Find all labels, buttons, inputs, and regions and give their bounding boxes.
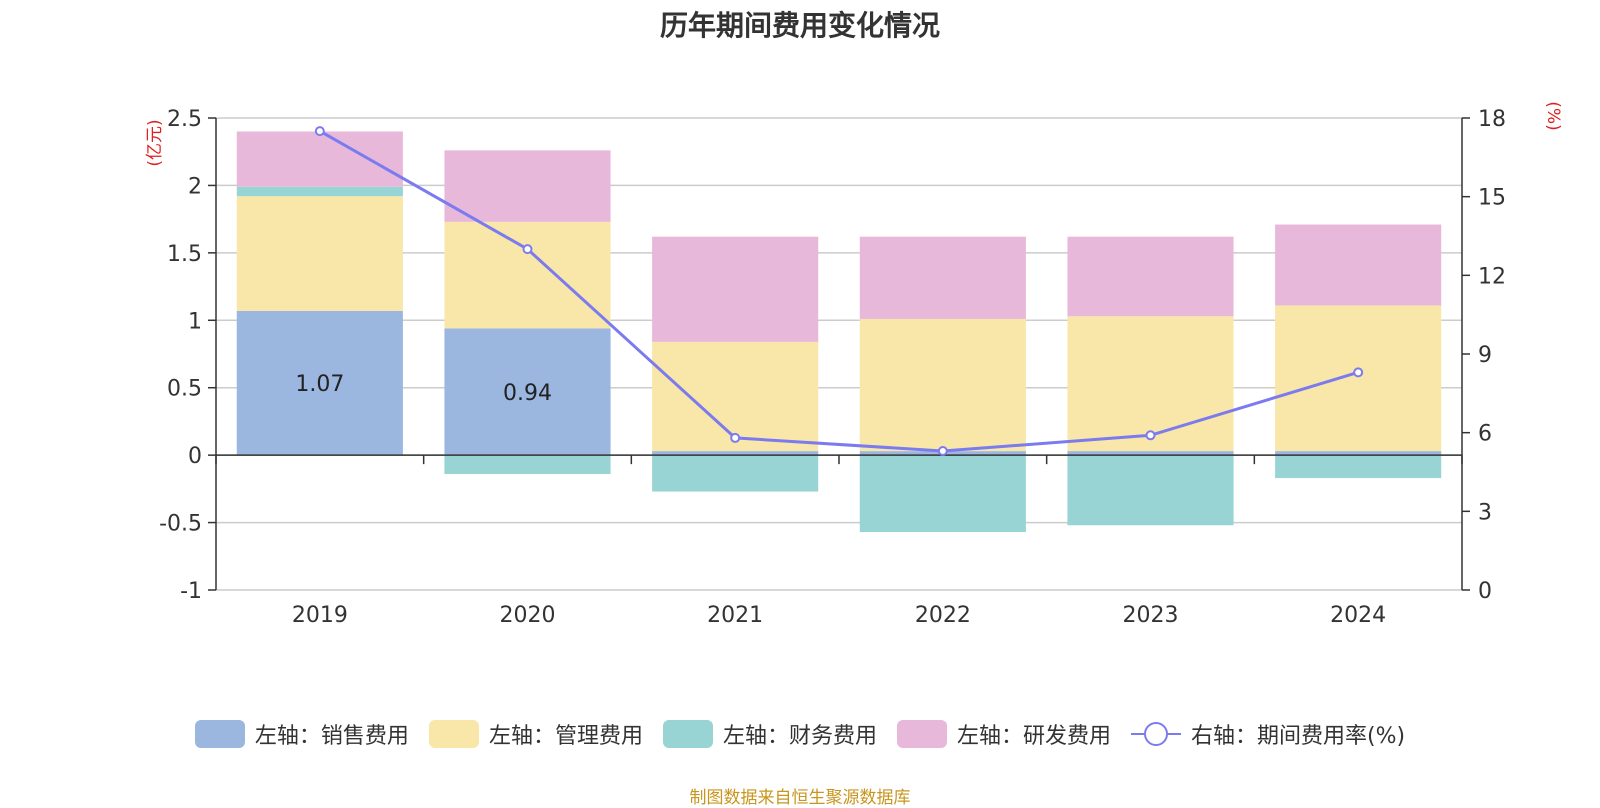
bar-segment-2024-s2 xyxy=(1275,455,1442,479)
expense-rate-point-2020 xyxy=(522,244,533,255)
left-axis-tick-label: 2 xyxy=(188,174,202,199)
left-axis-unit-label: (亿元) xyxy=(145,119,165,166)
bar-segment-2019-s3 xyxy=(236,131,403,187)
right-axis-tick-label: 3 xyxy=(1478,500,1492,525)
legend-item-finance[interactable]: 左轴：财务费用 xyxy=(662,718,877,750)
left-axis-tick-label: 1.5 xyxy=(167,242,202,267)
legend-label-expense-rate: 右轴：期间费用率(%) xyxy=(1190,724,1406,749)
legend-item-admin[interactable]: 左轴：管理费用 xyxy=(428,718,643,750)
left-axis-tick-label: 0 xyxy=(188,444,202,469)
bar-segment-2024-s0 xyxy=(1275,451,1442,456)
left-axis-tick-label: 2.5 xyxy=(167,107,202,132)
left-axis-tick-label: 1 xyxy=(188,309,202,334)
legend: 左轴：销售费用 左轴：管理费用 左轴：财务费用 左轴：研发费用 右轴：期间费用率… xyxy=(0,718,1600,750)
bar-segment-2019-s1 xyxy=(236,196,403,311)
x-axis-label-2019: 2019 xyxy=(292,603,348,628)
right-axis-tick-label: 9 xyxy=(1478,343,1492,368)
x-axis-label-2021: 2021 xyxy=(707,603,763,628)
bar-segment-2023-s3 xyxy=(1067,236,1234,317)
bar-segment-2019-s2 xyxy=(236,186,403,197)
bar-segment-2020-s3 xyxy=(444,150,611,222)
bar-segment-2021-s0 xyxy=(652,451,819,456)
legend-item-sales[interactable]: 左轴：销售费用 xyxy=(194,718,409,750)
right-axis-tick-label: 15 xyxy=(1478,186,1506,211)
bar-segment-2021-s3 xyxy=(652,236,819,342)
bar-segment-2021-s2 xyxy=(652,455,819,492)
bar-segment-2022-s2 xyxy=(859,455,1026,533)
x-axis-label-2024: 2024 xyxy=(1330,603,1386,628)
legend-item-rd[interactable]: 左轴：研发费用 xyxy=(896,718,1111,750)
bar-segment-2024-s1 xyxy=(1275,305,1442,452)
expense-rate-point-2021 xyxy=(730,432,741,443)
bar-segment-2019-s0 xyxy=(236,310,403,456)
right-axis-tick-label: 12 xyxy=(1478,264,1506,289)
left-axis-tick-label: -1 xyxy=(180,579,202,604)
bar-segment-2023-s1 xyxy=(1067,316,1234,452)
right-axis-tick-label: 6 xyxy=(1478,422,1492,447)
legend-swatch-finance xyxy=(662,720,713,748)
legend-label-sales: 左轴：销售费用 xyxy=(254,724,409,749)
legend-swatch-rd xyxy=(896,720,947,748)
bar-segment-2020-s1 xyxy=(444,221,611,329)
expense-rate-point-2019 xyxy=(314,126,325,137)
expense-rate-line xyxy=(319,129,1359,453)
bar-segment-2022-s1 xyxy=(859,318,1026,452)
right-axis-tick-label: 18 xyxy=(1478,107,1506,132)
legend-label-admin: 左轴：管理费用 xyxy=(488,724,643,749)
x-axis-label-2022: 2022 xyxy=(915,603,971,628)
bar-segment-2023-s2 xyxy=(1067,455,1234,526)
right-axis-unit-label: (%) xyxy=(1543,101,1563,130)
bar-data-label: 0.94 xyxy=(503,381,552,406)
expense-rate-point-2023 xyxy=(1145,430,1156,441)
bar-segment-2020-s0 xyxy=(444,328,611,456)
legend-swatch-sales xyxy=(194,720,245,748)
legend-line-icon xyxy=(1130,720,1181,748)
bar-segment-2020-s2 xyxy=(444,455,611,475)
bar-segment-2022-s3 xyxy=(859,236,1026,319)
x-axis-label-2020: 2020 xyxy=(500,603,556,628)
left-axis-tick-label: 0.5 xyxy=(167,377,202,402)
data-source-note: 制图数据来自恒生聚源数据库 xyxy=(689,788,911,808)
chart-title: 历年期间费用变化情况 xyxy=(659,9,940,42)
expense-rate-point-2022 xyxy=(937,446,948,457)
legend-item-expense-rate[interactable]: 右轴：期间费用率(%) xyxy=(1130,718,1406,750)
expense-rate-point-2024 xyxy=(1353,367,1364,378)
legend-label-rd: 左轴：研发费用 xyxy=(956,724,1111,749)
x-axis-label-2023: 2023 xyxy=(1123,603,1179,628)
bar-data-label: 1.07 xyxy=(295,372,344,397)
left-axis-tick-label: -0.5 xyxy=(159,512,202,537)
right-axis-tick-label: 0 xyxy=(1478,579,1492,604)
bar-segment-2023-s0 xyxy=(1067,451,1234,456)
bar-segment-2021-s1 xyxy=(652,341,819,452)
bar-segment-2024-s3 xyxy=(1275,224,1442,306)
legend-label-finance: 左轴：财务费用 xyxy=(722,724,877,749)
legend-swatch-admin xyxy=(428,720,479,748)
